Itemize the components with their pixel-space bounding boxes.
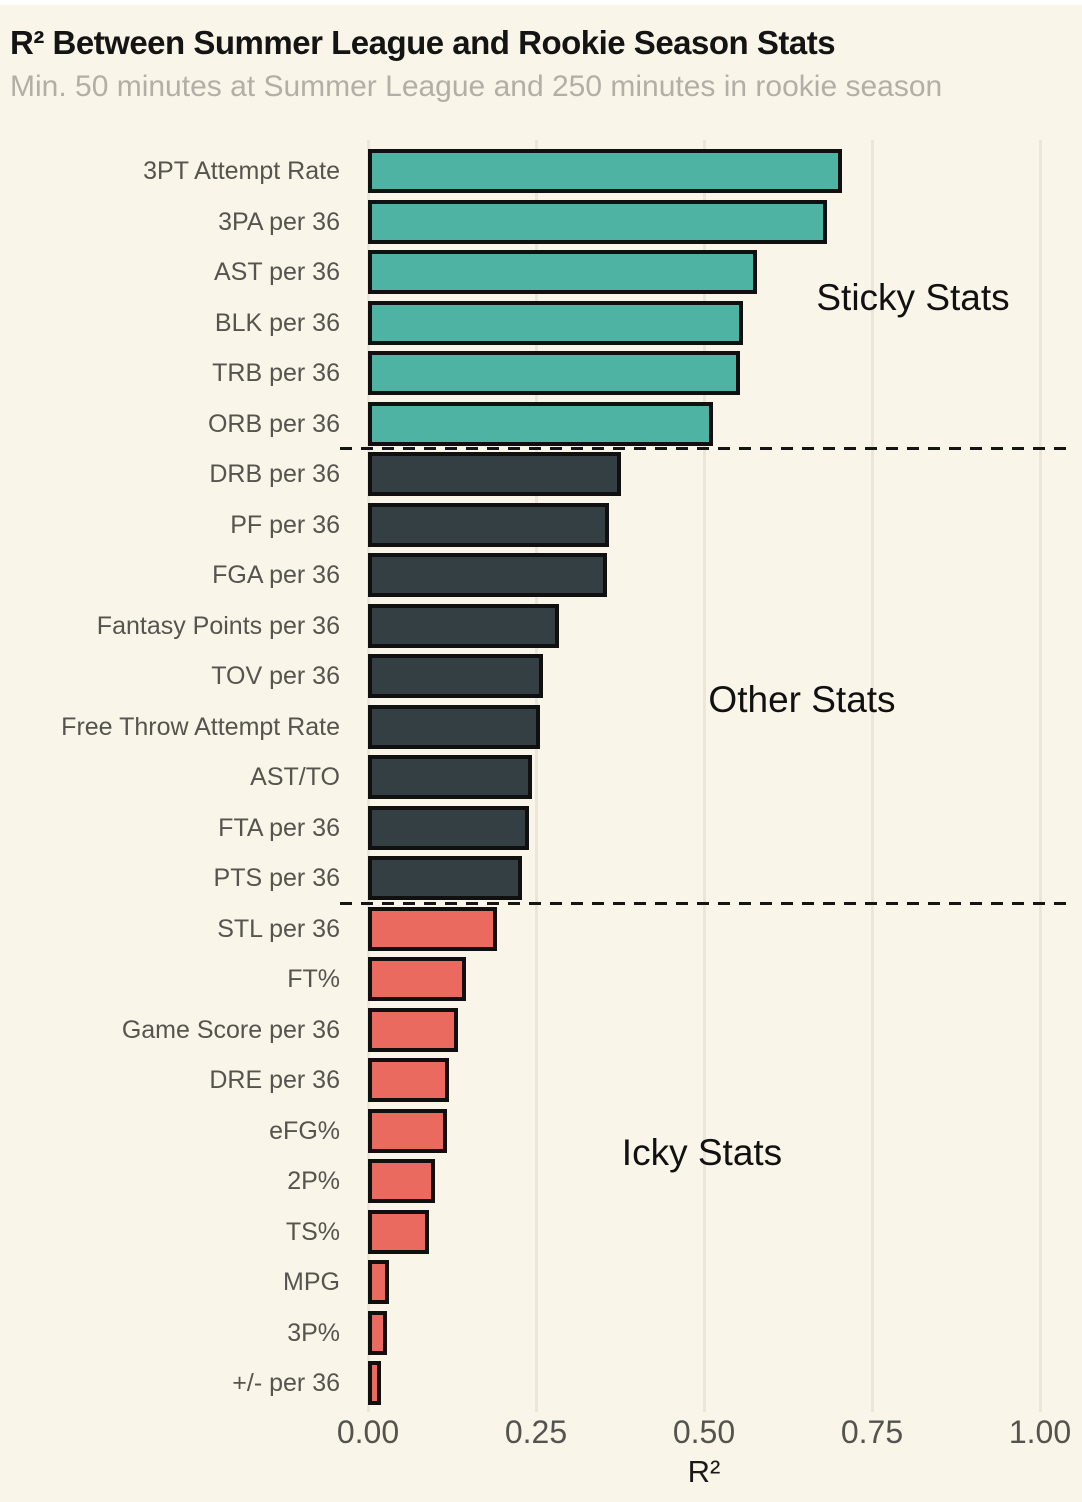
category-label: eFG% — [269, 1116, 340, 1145]
category-label: TS% — [285, 1217, 340, 1246]
bar-other — [368, 856, 522, 900]
category-label: FT% — [287, 965, 340, 993]
x-tick-label: 0.00 — [336, 1414, 400, 1450]
category-label: MPG — [283, 1268, 340, 1296]
category-label: PTS per 36 — [213, 864, 340, 892]
group-separator — [340, 901, 1070, 905]
category-label: TRB per 36 — [212, 359, 340, 387]
bar-sticky — [368, 351, 741, 395]
bar-icky — [368, 1209, 430, 1254]
category-label: FGA per 36 — [212, 561, 340, 589]
bar-sticky — [368, 199, 827, 244]
annotation-icky-stats: Icky Stats — [621, 1132, 783, 1173]
category-label: ORB per 36 — [207, 409, 340, 438]
gridline-x-1.00 — [1038, 140, 1042, 1412]
bar-other — [368, 704, 541, 749]
category-label: AST per 36 — [213, 258, 340, 286]
bar-sticky — [368, 250, 758, 294]
category-label: 3PT Attempt Rate — [143, 157, 340, 185]
category-label: PF per 36 — [230, 510, 340, 539]
category-label: Fantasy Points per 36 — [96, 611, 340, 640]
category-label: DRB per 36 — [209, 460, 340, 488]
x-tick-label: 0.50 — [672, 1414, 736, 1450]
x-tick-label: 0.75 — [840, 1414, 904, 1450]
bar-other — [368, 502, 610, 547]
category-label: TOV per 36 — [211, 662, 340, 690]
group-separator — [340, 447, 1070, 451]
bar-icky — [368, 1058, 449, 1102]
category-label: FTA per 36 — [218, 813, 340, 842]
x-axis-label: R² — [687, 1454, 721, 1489]
bar-other — [368, 553, 608, 597]
gridline-x-0.75 — [870, 140, 874, 1412]
bar-icky — [368, 1108, 448, 1153]
bar-icky — [368, 1007, 459, 1052]
category-label: Free Throw Attempt Rate — [61, 712, 340, 741]
category-label: STL per 36 — [217, 914, 340, 943]
annotation-sticky-stats: Sticky Stats — [816, 277, 1010, 318]
bar-sticky — [368, 401, 713, 446]
bar-other — [368, 603, 559, 648]
bar-other — [368, 654, 544, 698]
annotation-other-stats: Other Stats — [708, 679, 896, 720]
bar-icky — [368, 906, 498, 951]
category-label: 3PA per 36 — [218, 207, 340, 236]
chart-title: R² Between Summer League and Rookie Seas… — [10, 24, 836, 61]
category-label: DRE per 36 — [209, 1066, 340, 1094]
bar-icky — [368, 957, 467, 1001]
category-label: Game Score per 36 — [121, 1015, 340, 1044]
x-tick-label: 0.25 — [504, 1414, 568, 1450]
bar-sticky — [368, 300, 743, 345]
category-label: 2P% — [287, 1167, 340, 1195]
bar-other — [368, 805, 530, 850]
category-label: AST/TO — [250, 763, 340, 791]
gridline-x-0.25 — [534, 140, 538, 1412]
gridline-x-0.50 — [702, 140, 706, 1412]
bar-other — [368, 452, 622, 496]
x-tick-label: 1.00 — [1008, 1414, 1072, 1450]
chart-subtitle: Min. 50 minutes at Summer League and 250… — [10, 70, 943, 103]
bar-icky — [368, 1310, 387, 1355]
page-top-edge — [0, 0, 1082, 5]
category-label: BLK per 36 — [214, 308, 340, 337]
category-label: +/- per 36 — [232, 1369, 340, 1397]
category-label: 3P% — [287, 1318, 340, 1347]
bar-icky — [368, 1260, 389, 1304]
bar-icky — [368, 1159, 436, 1203]
bar-sticky — [368, 149, 842, 193]
bar-other — [368, 755, 532, 799]
bar-icky — [368, 1361, 381, 1405]
